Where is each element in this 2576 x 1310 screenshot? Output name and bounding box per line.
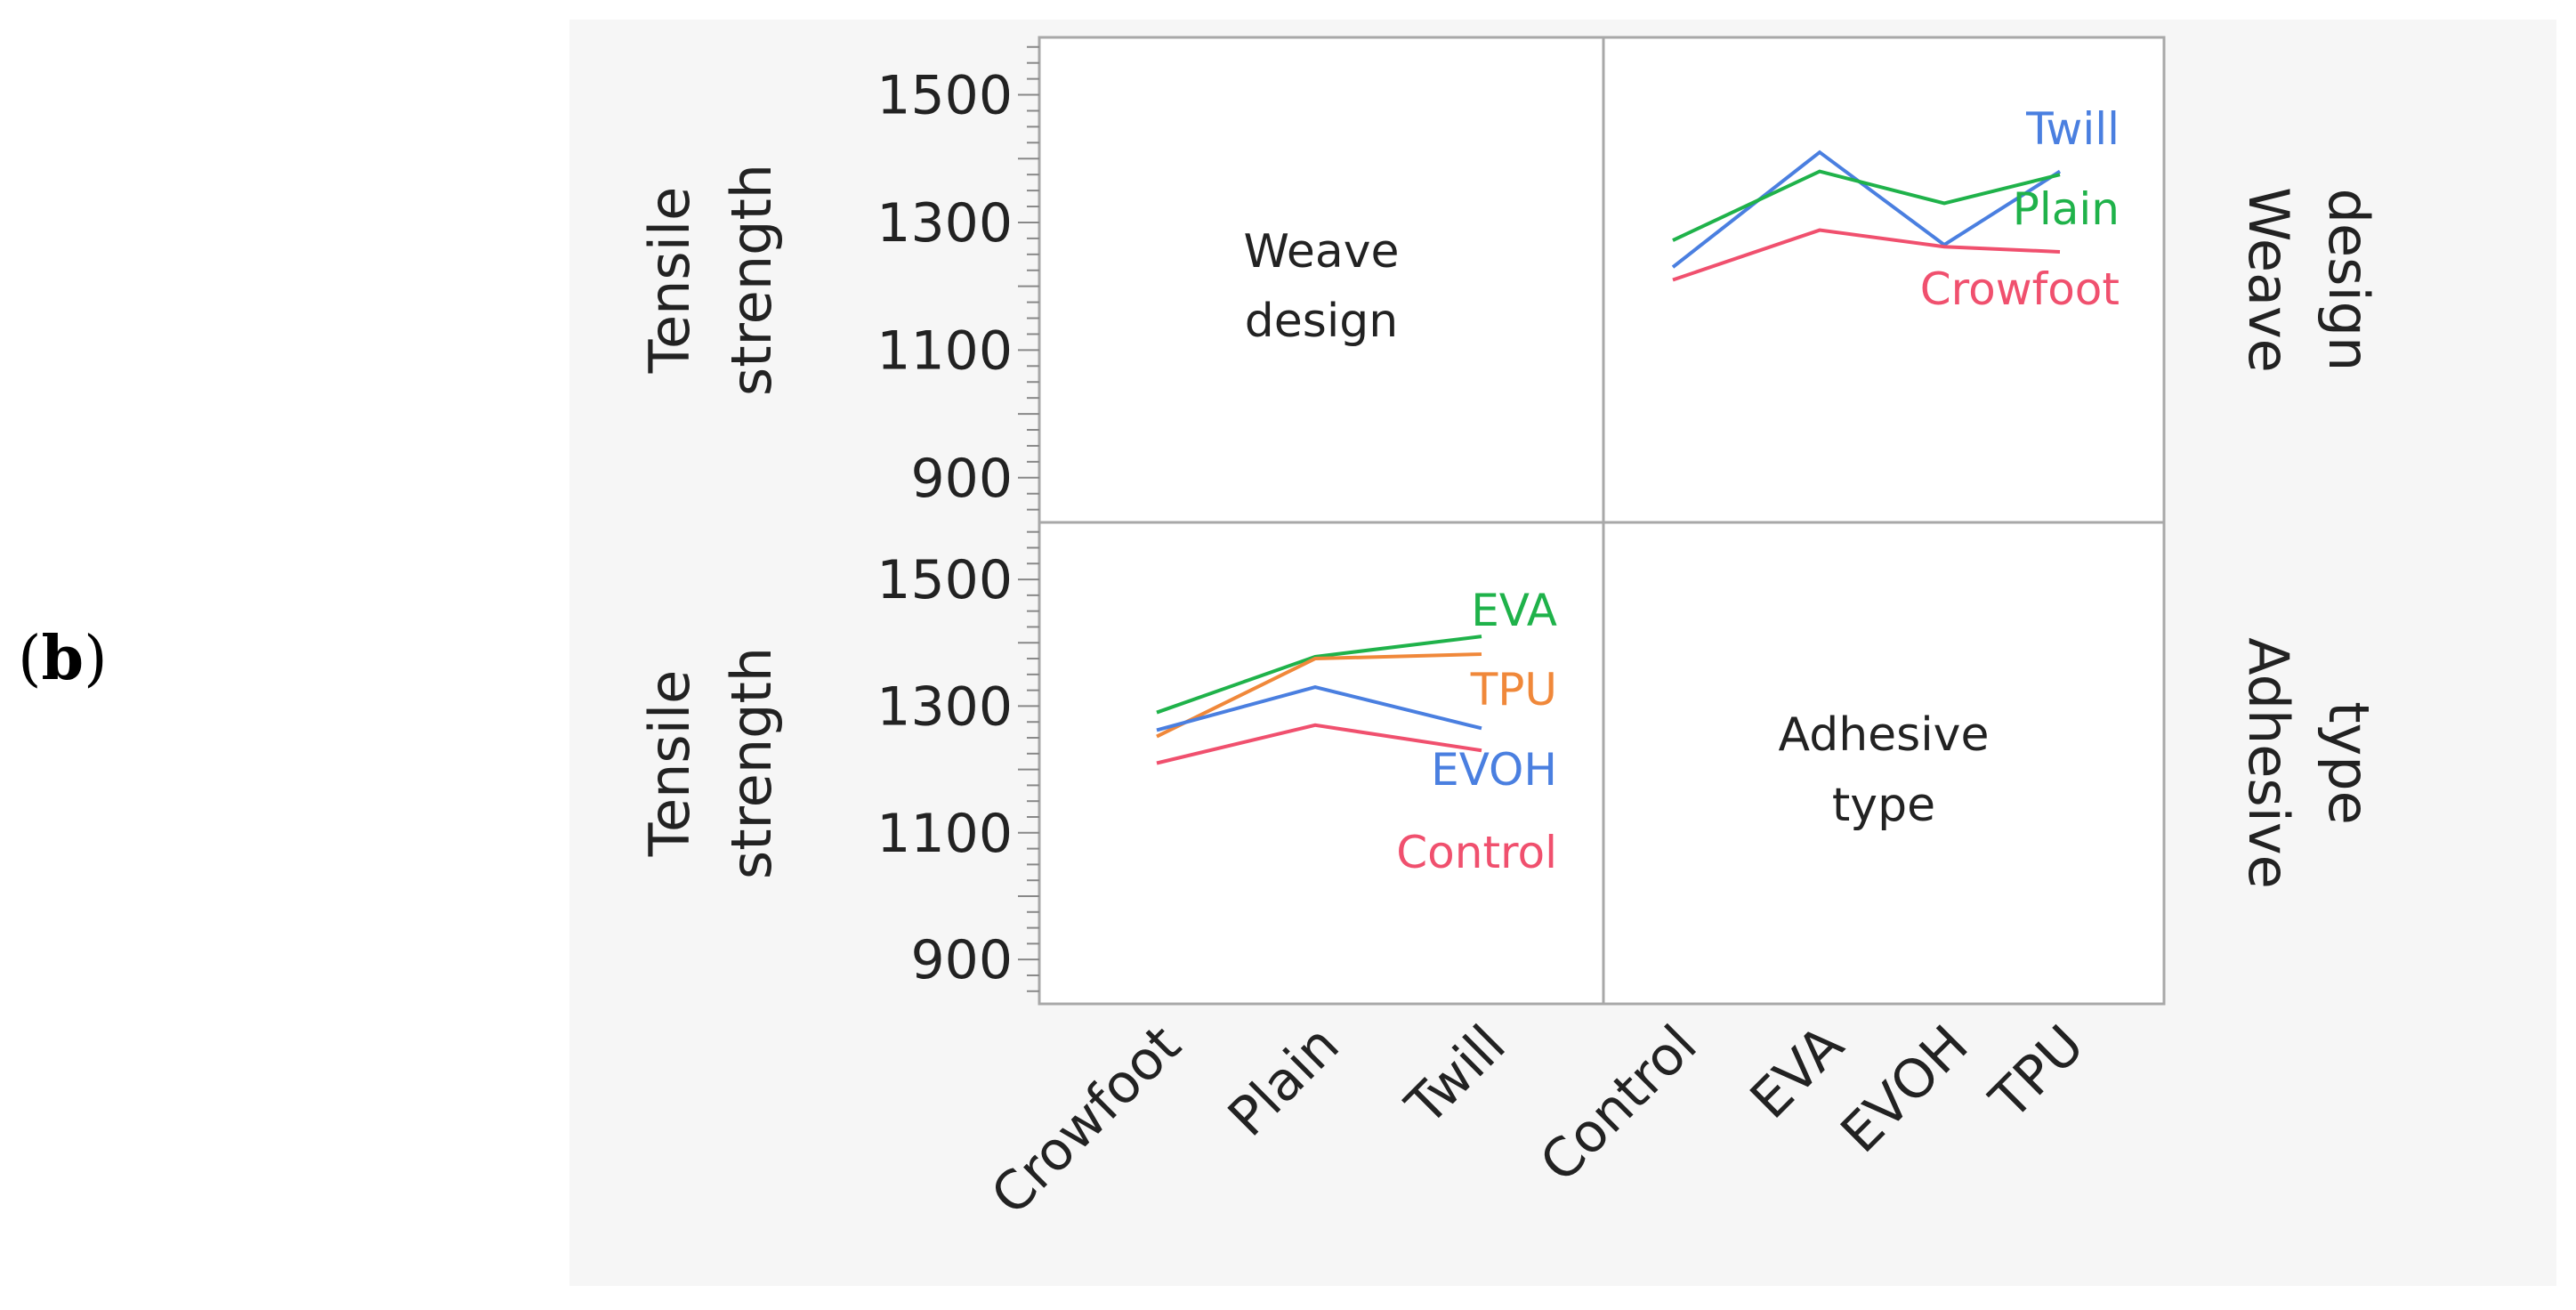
series-label-crowfoot: Crowfoot bbox=[1920, 263, 2120, 315]
series-lines bbox=[1156, 150, 2062, 765]
y-tick-label: 900 bbox=[910, 929, 1013, 991]
y-axis-title-line1: Tensile bbox=[637, 670, 702, 858]
series-line-control bbox=[1156, 723, 1482, 765]
y-tick-label: 1100 bbox=[876, 319, 1013, 382]
figure-label: (b) bbox=[18, 623, 108, 694]
series-label-eva: EVA bbox=[1471, 585, 1557, 636]
y-tick-label: 1100 bbox=[876, 803, 1013, 865]
series-line-crowfoot bbox=[1672, 228, 2061, 282]
y-axes: 900 1100 1300 1500 900 1100 1300 1500 bbox=[876, 45, 1039, 992]
series-label-twill: Twill bbox=[2025, 103, 2120, 155]
y-axis-title-line1: Tensile bbox=[637, 187, 702, 375]
diagonal-cell-labels: Weave design Adhesive type bbox=[1244, 225, 1990, 832]
cell-label-adhesive-1: Adhesive bbox=[1779, 708, 1990, 762]
y-tick-label: 1300 bbox=[876, 675, 1013, 738]
y-tick-label: 1300 bbox=[876, 192, 1013, 255]
plot-area bbox=[1038, 36, 2166, 1006]
y-axis-title-line2: strength bbox=[719, 647, 784, 879]
row-labels: Weave design Adhesive type bbox=[2236, 187, 2381, 889]
series-line-twill bbox=[1671, 150, 2062, 269]
x-category-label: Crowfoot bbox=[980, 1014, 1193, 1227]
series-label-tpu: TPU bbox=[1470, 664, 1557, 716]
y-tick-label: 900 bbox=[910, 448, 1013, 510]
row-label-line2: type bbox=[2316, 701, 2381, 825]
series-labels: Twill Plain Crowfoot EVA TPU EVOH Control bbox=[1396, 103, 2120, 878]
cell-label-adhesive-2: type bbox=[1832, 779, 1935, 832]
x-category-label: Plain bbox=[1216, 1014, 1352, 1149]
row-label-line2: design bbox=[2316, 189, 2381, 372]
series-line-evoh bbox=[1156, 685, 1482, 732]
x-category-label: Twill bbox=[1393, 1014, 1517, 1137]
y-tick-label: 1500 bbox=[876, 549, 1013, 611]
y-tick-label: 1500 bbox=[876, 65, 1013, 127]
x-category-label: EVOH bbox=[1829, 1014, 1981, 1165]
plot-frame bbox=[1038, 36, 2166, 1006]
series-label-plain: Plain bbox=[2013, 183, 2120, 235]
series-label-control: Control bbox=[1396, 827, 1557, 878]
series-line-eva bbox=[1156, 635, 1482, 715]
y-axis-title-line2: strength bbox=[719, 164, 784, 396]
row-label-line1: Weave bbox=[2236, 187, 2301, 373]
series-line-plain bbox=[1672, 169, 2061, 242]
cell-label-weave-2: design bbox=[1245, 295, 1399, 348]
series-label-evoh: EVOH bbox=[1431, 744, 1557, 796]
series-line-tpu bbox=[1156, 652, 1482, 739]
cell-label-weave-1: Weave bbox=[1244, 225, 1400, 279]
y-axis-titles: Tensile strength Tensile strength bbox=[637, 164, 784, 879]
row-label-line1: Adhesive bbox=[2236, 637, 2301, 888]
x-category-label: Control bbox=[1529, 1014, 1709, 1194]
x-category-label: TPU bbox=[1978, 1014, 2096, 1132]
